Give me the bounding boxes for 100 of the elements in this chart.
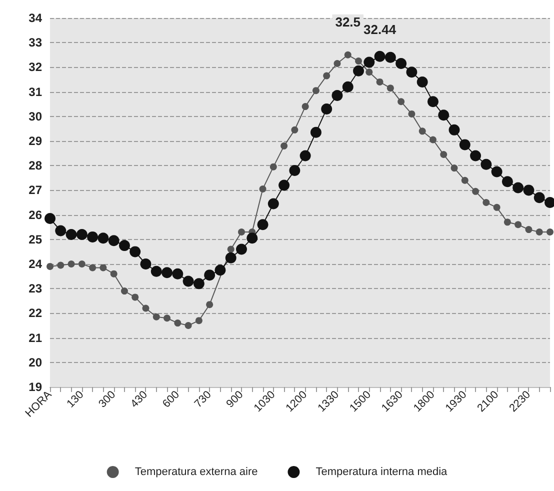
- point: [440, 151, 448, 158]
- point: [353, 65, 364, 76]
- point: [342, 81, 354, 92]
- y-tick-label: 19: [28, 380, 42, 394]
- point: [534, 192, 545, 204]
- y-tick-label: 33: [28, 36, 42, 50]
- y-tick-label: 24: [28, 257, 42, 271]
- point: [174, 320, 182, 327]
- point: [246, 232, 258, 244]
- point: [396, 58, 407, 70]
- point: [44, 212, 56, 224]
- point: [461, 176, 468, 184]
- point: [130, 246, 141, 258]
- point: [472, 188, 480, 195]
- point: [89, 264, 96, 272]
- point: [108, 235, 120, 246]
- y-tick-label: 28: [28, 158, 42, 173]
- point: [386, 84, 394, 92]
- point: [118, 240, 130, 252]
- point: [491, 166, 502, 178]
- data-label: 32.44: [364, 22, 397, 37]
- point: [110, 270, 118, 278]
- point: [459, 139, 470, 150]
- point: [280, 142, 288, 150]
- data-label: 32.5: [335, 14, 361, 30]
- point: [523, 184, 534, 196]
- point: [236, 244, 247, 255]
- point: [291, 126, 298, 134]
- y-tick-label: 25: [28, 232, 42, 246]
- point: [546, 228, 554, 236]
- point: [57, 262, 64, 269]
- point: [344, 51, 352, 58]
- y-tick-label: 20: [28, 355, 42, 370]
- point: [418, 128, 426, 135]
- point: [184, 322, 192, 329]
- point: [300, 150, 311, 162]
- y-tick-label: 34: [28, 11, 42, 25]
- point: [536, 228, 543, 236]
- point: [416, 76, 428, 88]
- point: [195, 317, 202, 324]
- legend-label: Temperatura externa aire: [134, 466, 258, 478]
- point: [512, 182, 524, 194]
- point: [366, 68, 373, 76]
- point: [376, 78, 384, 86]
- point: [259, 185, 266, 192]
- point: [482, 199, 490, 206]
- point: [448, 124, 460, 136]
- point: [470, 150, 482, 162]
- y-tick-label: 31: [28, 84, 42, 99]
- point: [76, 228, 88, 240]
- y-tick-label: 23: [28, 282, 42, 296]
- x-tick-label: 600: [160, 388, 182, 410]
- point: [398, 98, 405, 106]
- point: [140, 258, 152, 270]
- point: [429, 136, 436, 144]
- point: [214, 264, 226, 276]
- point: [502, 176, 513, 188]
- point: [450, 164, 458, 172]
- point: [238, 228, 245, 236]
- point: [182, 276, 194, 287]
- point: [480, 158, 492, 170]
- point: [132, 294, 139, 301]
- point: [78, 260, 86, 268]
- x-tick-label: 130: [64, 388, 86, 410]
- point: [270, 163, 277, 170]
- point: [323, 72, 330, 80]
- point: [87, 231, 98, 242]
- y-tick-label: 26: [28, 208, 42, 222]
- point: [302, 103, 309, 110]
- point: [525, 226, 532, 234]
- point: [98, 232, 109, 244]
- point: [289, 165, 300, 176]
- point: [225, 252, 236, 264]
- point: [310, 126, 322, 138]
- point: [278, 180, 290, 191]
- point: [172, 268, 184, 280]
- point: [162, 267, 173, 278]
- point: [150, 266, 162, 277]
- y-tick-label: 21: [28, 330, 42, 345]
- point: [427, 96, 438, 108]
- point: [408, 110, 416, 118]
- point: [355, 58, 362, 65]
- point: [152, 313, 160, 320]
- y-tick-label: 30: [28, 109, 42, 124]
- point: [438, 110, 450, 121]
- point: [364, 56, 375, 68]
- point: [493, 204, 500, 211]
- point: [193, 278, 204, 290]
- x-tick-label: 300: [96, 388, 118, 410]
- y-tick-label: 22: [28, 306, 42, 320]
- point: [312, 87, 320, 94]
- point: [268, 198, 279, 210]
- point: [514, 221, 522, 228]
- point: [504, 218, 511, 226]
- point: [334, 60, 341, 68]
- y-tick-label: 32: [28, 60, 42, 74]
- point: [100, 264, 107, 272]
- point: [66, 228, 77, 240]
- point: [321, 104, 332, 115]
- point: [55, 225, 66, 236]
